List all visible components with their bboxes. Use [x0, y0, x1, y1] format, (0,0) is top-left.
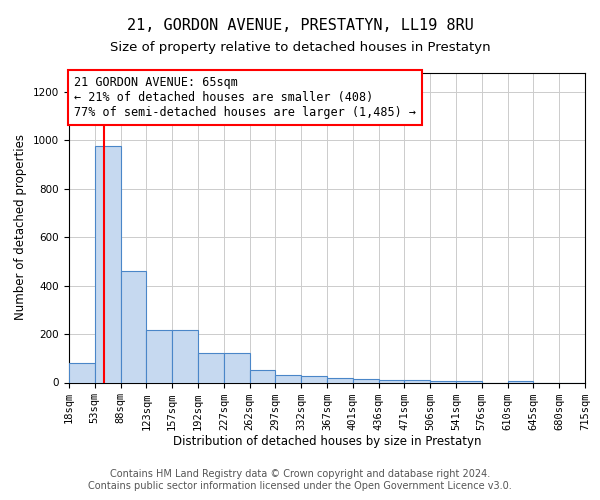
Text: Contains HM Land Registry data © Crown copyright and database right 2024.
Contai: Contains HM Land Registry data © Crown c… — [88, 470, 512, 491]
Bar — [69, 363, 95, 382]
Text: Size of property relative to detached houses in Prestatyn: Size of property relative to detached ho… — [110, 41, 490, 54]
Bar — [146, 330, 172, 382]
Y-axis label: Number of detached properties: Number of detached properties — [14, 134, 28, 320]
Bar — [404, 380, 430, 382]
Bar — [327, 378, 353, 382]
Bar — [224, 354, 250, 382]
Bar — [353, 379, 379, 382]
Bar — [250, 370, 275, 382]
Bar — [172, 330, 198, 382]
Text: 21, GORDON AVENUE, PRESTATYN, LL19 8RU: 21, GORDON AVENUE, PRESTATYN, LL19 8RU — [127, 18, 473, 32]
Bar — [275, 375, 301, 382]
Bar — [301, 376, 327, 382]
Bar — [198, 354, 224, 382]
Bar — [95, 146, 121, 382]
Bar — [121, 271, 146, 382]
X-axis label: Distribution of detached houses by size in Prestatyn: Distribution of detached houses by size … — [173, 436, 481, 448]
Bar — [379, 380, 404, 382]
Text: 21 GORDON AVENUE: 65sqm
← 21% of detached houses are smaller (408)
77% of semi-d: 21 GORDON AVENUE: 65sqm ← 21% of detache… — [74, 76, 416, 118]
